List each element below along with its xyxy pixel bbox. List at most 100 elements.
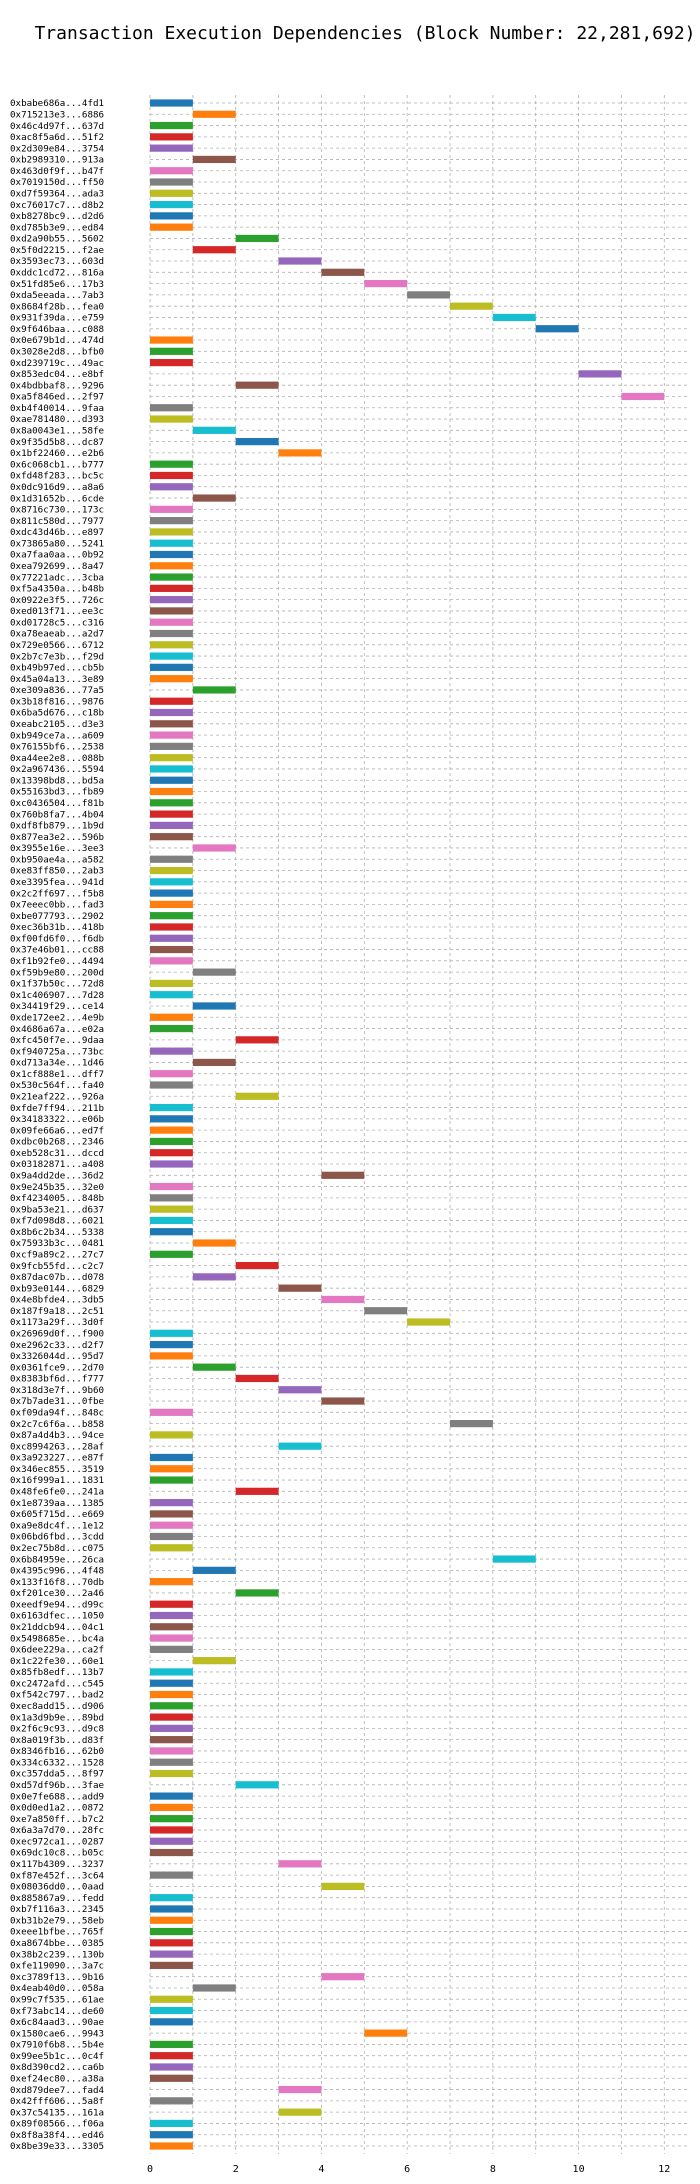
transaction-label: 0x9e245b35...32e0 [10, 1182, 104, 1193]
transaction-label: 0x8f8a38f4...ed46 [10, 2130, 104, 2141]
transaction-label: 0xc3789f13...9b16 [10, 1972, 104, 1983]
transaction-label: 0x89f08566...f06a [10, 2119, 104, 2130]
transaction-label: 0x34183322...e06b [10, 1114, 104, 1125]
transaction-label: 0x21eaf222...926a [10, 1091, 104, 1102]
transaction-label: 0x75933b3c...0481 [10, 1238, 104, 1249]
transaction-label: 0x877ea3e2...596b [10, 832, 104, 843]
transaction-label: 0x6dee229a...ca2f [10, 1645, 104, 1656]
transaction-label: 0xcf9a89c2...27c7 [10, 1250, 104, 1261]
transaction-bar [150, 810, 193, 818]
transaction-bar [150, 2018, 193, 2026]
transaction-label: 0x463d0f9f...b47f [10, 166, 104, 177]
transaction-label: 0x2d309e84...3754 [10, 143, 105, 154]
transaction-bar [150, 573, 193, 581]
transaction-bar [321, 268, 365, 276]
transaction-bar [150, 787, 193, 796]
transaction-bar [450, 1420, 493, 1428]
transaction-bar [407, 1318, 450, 1326]
transaction-bar [150, 1645, 193, 1653]
transaction-label: 0xd239719c...49ac [10, 358, 104, 369]
transaction-label: 0xed013f71...ee3c [10, 606, 104, 617]
transaction-label: 0x1cf888e1...dff7 [10, 1069, 104, 1080]
transaction-bar [150, 1995, 193, 2003]
transaction-bar [150, 1939, 193, 1947]
transaction-bar [150, 1803, 193, 1811]
transaction-bar [192, 1363, 236, 1371]
transaction-bar [150, 2131, 193, 2139]
transaction-bar [150, 731, 193, 739]
transaction-label: 0x605f715d...e669 [10, 1509, 104, 1520]
transaction-bar [150, 1679, 193, 1687]
transaction-label: 0xd7f59364...ada3 [10, 188, 104, 199]
transaction-bar [150, 1194, 193, 1202]
transaction-label: 0xec36b31b...418b [10, 922, 104, 933]
transaction-bar [278, 2085, 322, 2094]
transaction-label: 0x931f39da...e759 [10, 313, 104, 324]
transaction-label: 0xec972ca1...0287 [10, 1836, 104, 1847]
transaction-label: 0xda5eeada...7ab3 [10, 290, 104, 301]
transaction-bar [150, 2006, 193, 2015]
transaction-label: 0xe7a850ff...b7c2 [10, 1814, 104, 1825]
transaction-label: 0x16f999a1...1831 [10, 1475, 104, 1486]
transaction-bar [150, 1837, 193, 1845]
transaction-bar [235, 1589, 279, 1597]
transaction-label: 0x5498685e...bc4a [10, 1633, 104, 1644]
transaction-bar [621, 392, 665, 401]
transaction-label: 0xae781480...d393 [10, 414, 104, 425]
transaction-bar [192, 844, 236, 852]
transaction-label: 0xf7d098d8...6021 [10, 1216, 104, 1227]
transaction-bar [364, 279, 408, 288]
transaction-bar [407, 291, 450, 299]
transaction-bar [150, 1341, 193, 1349]
transaction-bar [535, 325, 579, 333]
transaction-bar [150, 1431, 193, 1439]
transaction-bar [235, 1781, 279, 1789]
transaction-label: 0x3326044d...95d7 [10, 1351, 104, 1362]
transaction-label: 0x8a019f3b...d83f [10, 1735, 104, 1746]
transaction-bar [150, 754, 193, 762]
transaction-bar [150, 1476, 193, 1484]
transaction-bar [150, 133, 193, 141]
transaction-bar [150, 1205, 193, 1213]
transaction-bar [150, 189, 193, 197]
transaction-bar [150, 866, 193, 875]
transaction-bar [150, 1352, 193, 1360]
transaction-label: 0x9fcb55fd...c2c7 [10, 1261, 104, 1272]
transaction-label: 0x08036dd0...0aad [10, 1882, 104, 1893]
x-tick-label: 12 [658, 2164, 670, 2175]
transaction-label: 0xfe119090...3a7c [10, 1961, 104, 1972]
transaction-bar [150, 2142, 193, 2150]
transaction-label: 0x760b8fa7...4b04 [10, 809, 105, 820]
transaction-bar [150, 957, 193, 965]
transaction-bar [192, 1984, 236, 1992]
transaction-bar [150, 923, 193, 931]
transaction-bar [150, 1769, 193, 1778]
transaction-label: 0x2ec75b8d...c075 [10, 1543, 104, 1554]
transaction-bar [192, 968, 236, 976]
transaction-label: 0x87a4d4b3...94ce [10, 1430, 104, 1441]
x-tick-label: 0 [147, 2164, 153, 2175]
transaction-bar [150, 1081, 193, 1089]
transaction-label: 0x06bd6fbd...3cdd [10, 1532, 104, 1543]
transaction-bar [492, 313, 536, 322]
transaction-bar [150, 618, 193, 626]
transaction-bar [192, 1273, 236, 1281]
transaction-bar [150, 1927, 193, 1936]
transaction-label: 0xf73abc14...de60 [10, 2006, 104, 2017]
transaction-bar [192, 110, 236, 118]
transaction-label: 0x9f35d5b8...dc87 [10, 437, 104, 448]
transaction-bar [150, 1905, 193, 1913]
transaction-bar [150, 1611, 193, 1620]
transaction-label: 0xf5a4350a...b48b [10, 584, 104, 595]
transaction-label: 0xf09da94f...848c [10, 1408, 104, 1419]
transaction-label: 0xf4234005...848b [10, 1193, 104, 1204]
transaction-bar [235, 234, 279, 243]
transaction-bar [150, 1521, 193, 1529]
transaction-label: 0x8b6c2b34...5338 [10, 1227, 104, 1238]
transaction-label: 0x8346fb16...62b0 [10, 1746, 104, 1757]
transaction-label: 0xdf8fb879...1b9d [10, 821, 104, 832]
transaction-bar [150, 1408, 193, 1416]
transaction-bar [150, 1894, 193, 1902]
transaction-label: 0x34419f29...ce14 [10, 1001, 105, 1012]
